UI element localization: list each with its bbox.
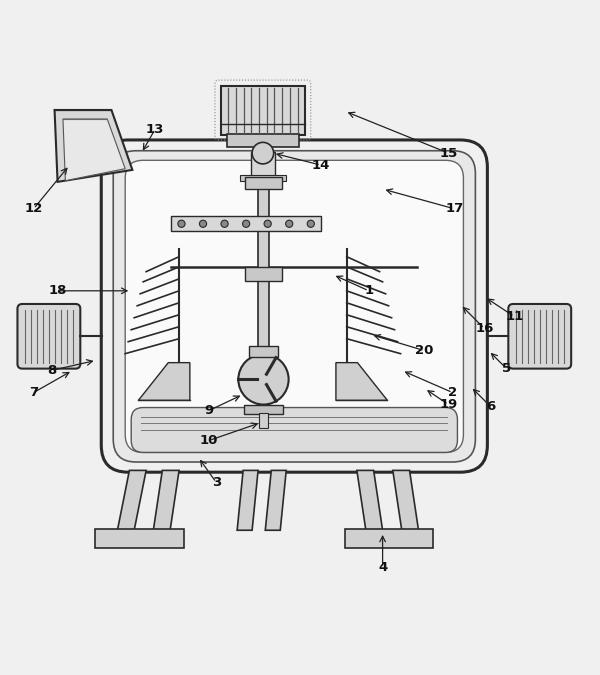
Polygon shape [154, 470, 179, 531]
Circle shape [199, 220, 206, 227]
Text: 6: 6 [486, 400, 495, 413]
FancyBboxPatch shape [113, 151, 475, 462]
Text: 8: 8 [47, 364, 56, 377]
Text: 15: 15 [439, 146, 458, 159]
Circle shape [307, 220, 314, 227]
Text: 12: 12 [25, 202, 43, 215]
Text: 18: 18 [49, 284, 67, 297]
Text: 13: 13 [146, 123, 164, 136]
FancyBboxPatch shape [17, 304, 80, 369]
Bar [95, 529, 184, 548]
Bar [248, 346, 278, 356]
Text: 20: 20 [415, 344, 434, 357]
FancyBboxPatch shape [101, 140, 487, 472]
Circle shape [286, 220, 293, 227]
FancyBboxPatch shape [125, 160, 463, 452]
Bar [171, 216, 321, 231]
Polygon shape [393, 470, 419, 531]
Polygon shape [237, 470, 258, 531]
Text: 4: 4 [378, 562, 387, 574]
Polygon shape [336, 362, 388, 400]
Bar [240, 175, 286, 181]
Polygon shape [357, 470, 383, 531]
Text: 2: 2 [448, 386, 457, 399]
Bar [227, 134, 299, 147]
Circle shape [242, 220, 250, 227]
FancyBboxPatch shape [131, 408, 457, 452]
Bar [244, 405, 283, 414]
Circle shape [238, 354, 289, 404]
Text: 19: 19 [439, 398, 458, 411]
Bar [345, 529, 433, 548]
Polygon shape [63, 119, 125, 181]
Polygon shape [55, 110, 133, 182]
Circle shape [178, 220, 185, 227]
Bar [245, 177, 282, 189]
Text: 1: 1 [364, 284, 373, 297]
Bar [251, 152, 275, 177]
Bar [259, 413, 268, 429]
Bar [258, 180, 269, 400]
Text: 16: 16 [475, 322, 494, 335]
Bar [257, 377, 269, 406]
Bar [221, 86, 305, 135]
Circle shape [252, 142, 274, 164]
Text: 14: 14 [312, 159, 330, 171]
Circle shape [264, 220, 271, 227]
FancyBboxPatch shape [508, 304, 571, 369]
Polygon shape [118, 470, 146, 531]
Bar [245, 267, 282, 281]
Circle shape [221, 220, 228, 227]
Text: 3: 3 [212, 476, 221, 489]
Polygon shape [265, 470, 286, 531]
Text: 11: 11 [505, 310, 523, 323]
Text: 9: 9 [205, 404, 214, 417]
Text: 5: 5 [502, 362, 511, 375]
Text: 10: 10 [200, 434, 218, 447]
Text: 7: 7 [29, 386, 38, 399]
Text: 17: 17 [445, 202, 464, 215]
Polygon shape [139, 362, 190, 400]
